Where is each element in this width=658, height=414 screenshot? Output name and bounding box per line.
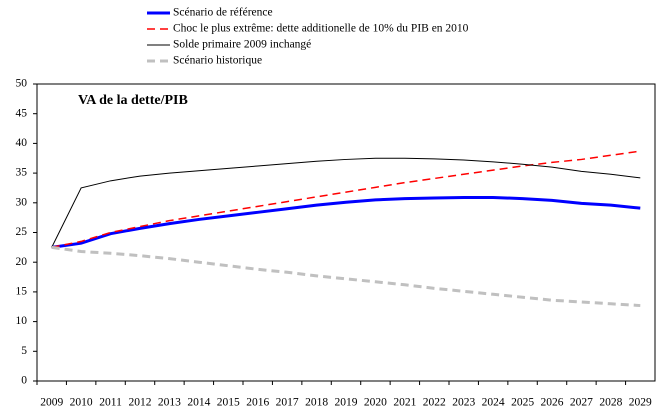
series-line <box>51 195 641 249</box>
y-tick-label: 15 <box>16 286 28 298</box>
x-tick-label: 2013 <box>158 397 181 409</box>
y-tick-label: 20 <box>16 256 28 268</box>
x-tick-label: 2021 <box>393 397 416 409</box>
chart-title: VA de la dette/PIB <box>78 93 188 108</box>
x-tick-label: 2022 <box>423 397 446 409</box>
legend-label: Scénario historique <box>173 55 262 67</box>
x-tick-label: 2023 <box>452 397 475 409</box>
y-tick-label: 10 <box>16 315 28 327</box>
y-tick-label: 40 <box>16 137 28 149</box>
y-tick-label: 35 <box>16 167 28 179</box>
x-tick-label: 2027 <box>570 397 593 409</box>
x-tick-label: 2029 <box>629 397 652 409</box>
y-tick-label: 0 <box>21 375 27 387</box>
x-tick-label: 2028 <box>599 397 622 409</box>
x-tick-label: 2016 <box>246 397 269 409</box>
y-tick-label: 25 <box>16 226 28 238</box>
x-tick-label: 2025 <box>511 397 534 409</box>
x-tick-label: 2019 <box>335 397 358 409</box>
series-line <box>51 245 641 308</box>
plot-frame <box>36 83 656 382</box>
x-tick-label: 2014 <box>187 397 210 409</box>
y-tick-label: 5 <box>21 345 27 357</box>
x-tick-label: 2020 <box>364 397 387 409</box>
y-tick-label: 50 <box>16 78 28 90</box>
y-tick-label: 45 <box>16 107 28 119</box>
x-tick-label: 2018 <box>305 397 328 409</box>
x-tick-label: 2024 <box>482 397 505 409</box>
x-tick-label: 2011 <box>99 397 122 409</box>
x-tick-label: 2015 <box>217 397 240 409</box>
x-tick-label: 2010 <box>70 397 93 409</box>
x-tick-label: 2009 <box>40 397 63 409</box>
series-line <box>51 157 641 248</box>
series-line <box>51 150 641 249</box>
x-tick-label: 2026 <box>541 397 564 409</box>
x-tick-label: 2012 <box>129 397 152 409</box>
legend-label: Scénario de référence <box>173 7 273 19</box>
legend-label: Choc le plus extrême: dette additionelle… <box>173 23 469 35</box>
x-tick-label: 2017 <box>276 397 299 409</box>
y-tick-label: 30 <box>16 196 28 208</box>
legend-label: Solde primaire 2009 inchangé <box>173 39 311 51</box>
